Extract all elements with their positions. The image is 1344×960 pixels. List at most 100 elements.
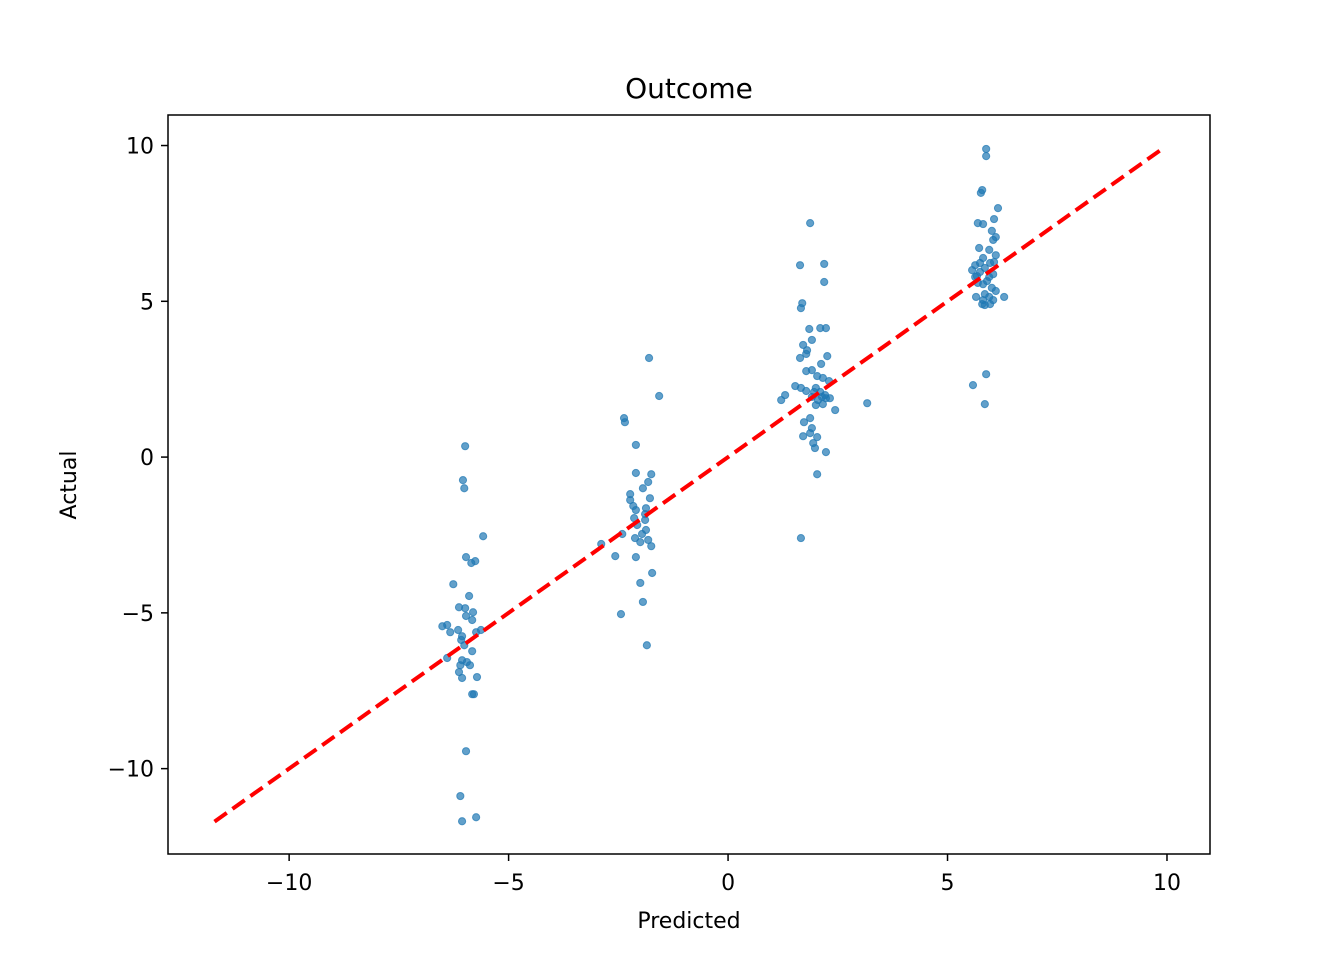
data-point [811, 400, 820, 410]
data-point [863, 399, 872, 408]
data-point [630, 533, 640, 543]
data-point [982, 370, 991, 379]
x-axis: −10 −5 0 5 10 [266, 854, 1181, 896]
data-point [642, 641, 651, 650]
data-point [989, 214, 999, 224]
data-point [989, 235, 998, 245]
data-point [647, 470, 656, 479]
data-point [468, 615, 477, 625]
data-point [820, 259, 829, 269]
data-point [636, 578, 645, 588]
data-point [823, 352, 832, 361]
points-layer [438, 144, 1009, 826]
data-point [805, 324, 814, 334]
data-point [468, 608, 478, 617]
data-point [638, 484, 648, 493]
data-point [799, 340, 808, 350]
data-point [976, 188, 985, 197]
data-point [636, 538, 645, 547]
data-point [978, 300, 987, 309]
data-point [986, 300, 995, 309]
x-tick-label: −10 [266, 871, 312, 896]
data-point [446, 628, 455, 637]
data-point [461, 604, 470, 613]
data-point [461, 611, 471, 621]
data-point [461, 747, 471, 756]
plot-frame [167, 114, 1211, 855]
data-point [987, 226, 996, 235]
data-point [820, 390, 830, 400]
data-point [817, 359, 826, 369]
data-point [461, 552, 471, 562]
data-point [799, 418, 809, 427]
data-point [460, 484, 469, 493]
y-axis-label: Actual [57, 451, 82, 520]
data-point [456, 661, 465, 670]
data-point [631, 440, 640, 450]
data-point [638, 597, 648, 607]
data-point [796, 533, 806, 543]
y-tick-label: 5 [140, 290, 154, 315]
data-point [991, 286, 1000, 296]
data-point [982, 144, 991, 154]
data-point [457, 817, 467, 826]
data-point [467, 558, 476, 568]
data-point [813, 470, 822, 479]
data-point [469, 690, 479, 699]
y-axis: −10 −5 0 5 10 [108, 135, 168, 783]
data-point [456, 791, 465, 801]
data-point [631, 505, 640, 515]
data-point [472, 672, 482, 682]
data-point [479, 532, 488, 541]
data-point [975, 258, 985, 268]
x-tick-label: −5 [492, 871, 524, 896]
data-point [644, 477, 653, 487]
chart-title: Outcome [625, 72, 753, 105]
data-point [968, 381, 978, 390]
data-point [457, 635, 466, 645]
x-tick-label: 10 [1153, 871, 1181, 896]
data-point [993, 204, 1003, 213]
data-point [795, 353, 805, 363]
data-point [980, 400, 989, 409]
data-point [818, 400, 827, 409]
data-point [802, 386, 811, 396]
data-point [796, 304, 806, 313]
data-point [1000, 292, 1009, 302]
data-point [810, 443, 820, 453]
data-point [457, 673, 467, 683]
data-point [968, 266, 977, 275]
data-point [454, 625, 463, 635]
data-point [806, 414, 815, 423]
data-point [978, 219, 988, 229]
y-tick-label: 10 [126, 135, 154, 160]
x-tick-label: 5 [941, 871, 955, 896]
data-point [991, 251, 1000, 260]
data-point [631, 468, 640, 478]
data-point [626, 495, 635, 505]
data-point [472, 813, 481, 822]
data-point [821, 447, 831, 457]
y-tick-label: −5 [122, 602, 154, 627]
data-point [611, 552, 620, 561]
data-point [637, 529, 647, 539]
data-point [616, 610, 626, 619]
data-point [645, 494, 655, 503]
data-point [449, 580, 458, 589]
data-point [821, 324, 831, 333]
data-point [985, 245, 994, 255]
data-point [807, 335, 816, 345]
data-point [799, 432, 808, 441]
data-point [655, 391, 664, 401]
data-point [795, 261, 805, 270]
data-point [802, 349, 811, 359]
data-point [458, 476, 468, 485]
data-point [461, 442, 470, 451]
data-point [468, 647, 477, 656]
data-point [813, 433, 822, 442]
data-point [465, 591, 474, 601]
data-point [989, 257, 999, 267]
data-point [648, 568, 657, 578]
data-point [644, 353, 654, 363]
